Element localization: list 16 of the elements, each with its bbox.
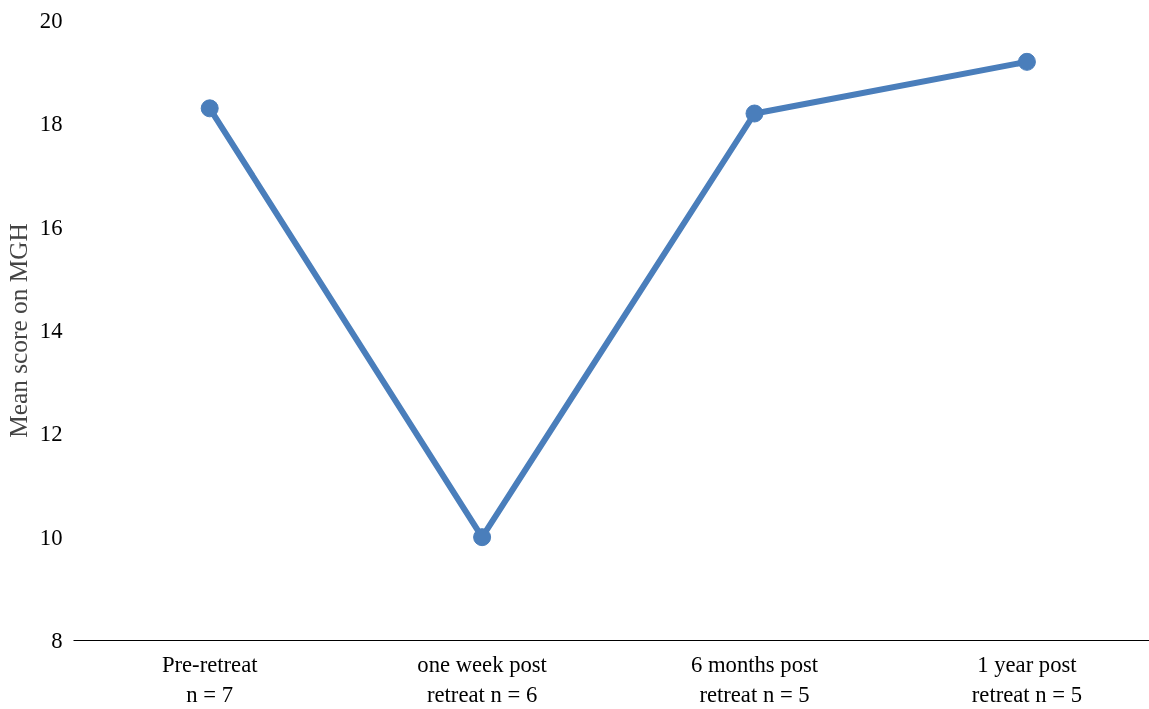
point — [200, 99, 219, 118]
x-tick-label: 1 year post retreat n = 5 — [971, 651, 1083, 707]
point — [745, 104, 764, 123]
point — [473, 528, 492, 547]
x-tick-label: one week post retreat n = 6 — [417, 651, 548, 707]
point — [1017, 52, 1036, 71]
y-tick-label: 18 — [39, 111, 63, 137]
y-tick-label: 16 — [39, 214, 63, 240]
y-tick-label: 8 — [51, 628, 63, 653]
y-tick-label: 10 — [39, 524, 63, 550]
x-tick-label: 6 months post retreat n = 5 — [690, 651, 819, 707]
y-tick-label: 14 — [39, 318, 63, 343]
x-tick-label: Pre-retreat n = 7 — [161, 651, 259, 707]
y-tick-label: 12 — [39, 421, 63, 447]
y-axis-title: Mean score on MGH — [3, 223, 32, 438]
y-tick-label: 20 — [39, 8, 63, 33]
